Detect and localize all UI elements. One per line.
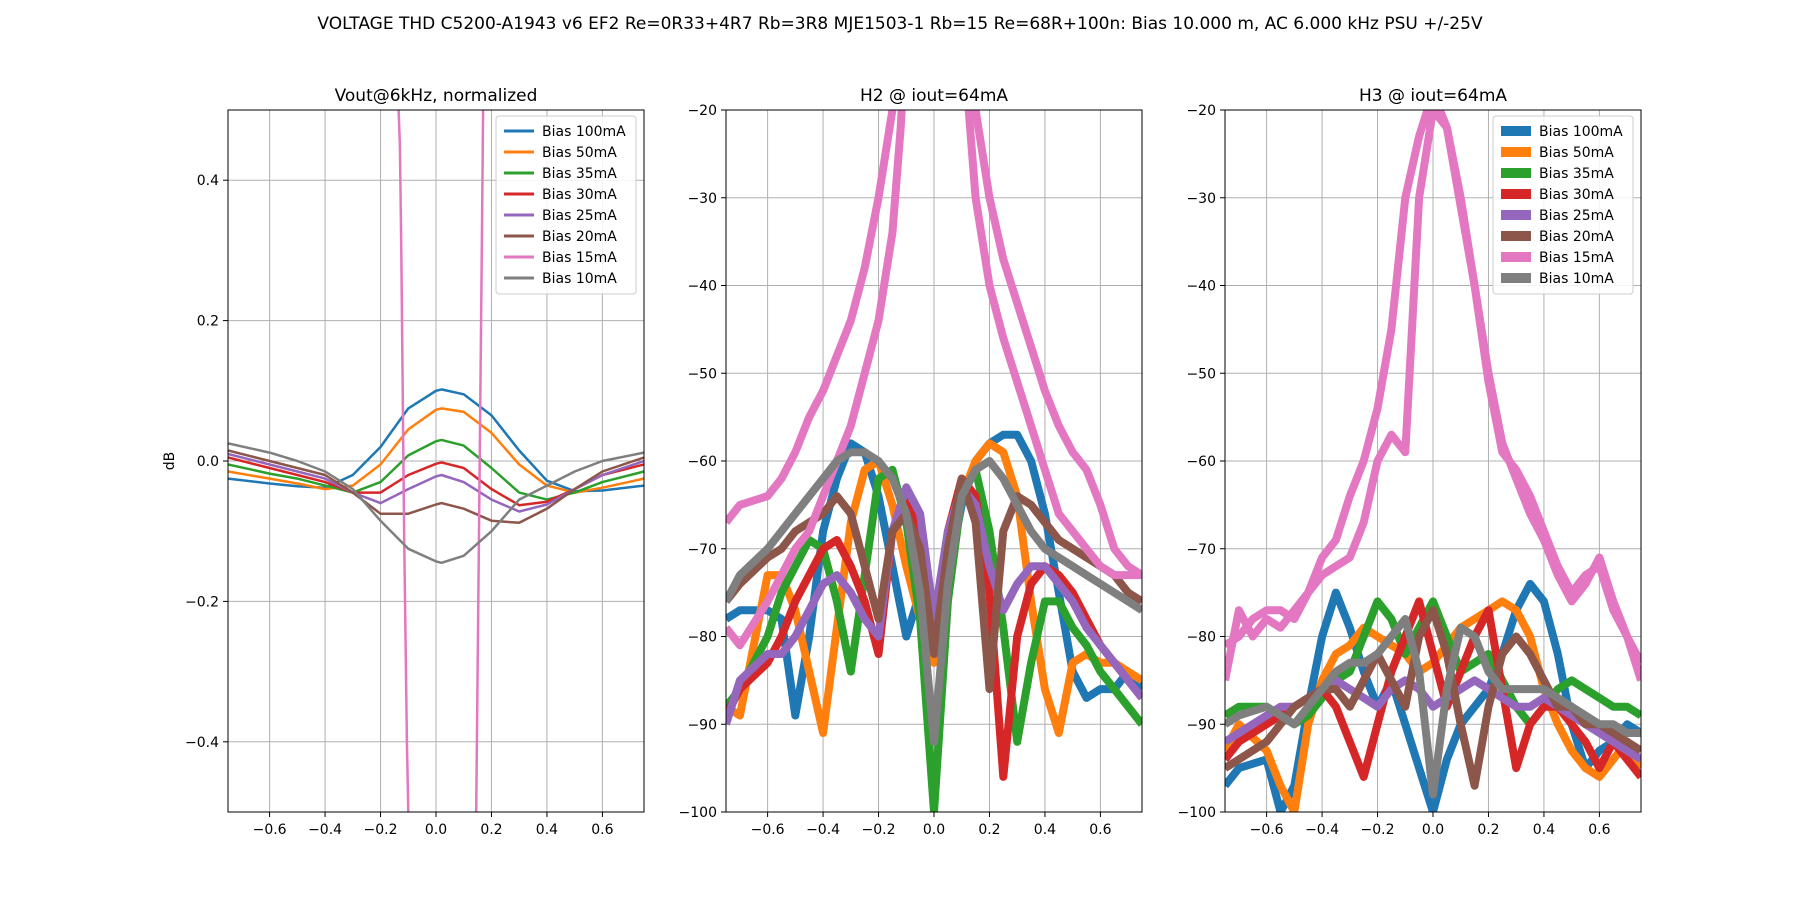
h3-title: H3 @ iout=64mA [1359,86,1507,106]
h3-series-bias-10ma [1225,615,1641,799]
h2-series-bias-10ma [726,448,1142,746]
h3-x-tick-label: 0.2 [1477,822,1499,838]
h2-panel: −0.6 −0.4 −0.2 0.0 0.2 0.4 0.6 −100 −90 −80 −70 −60… [679,86,1143,838]
vout-series-group [228,110,644,812]
h3-legend: Bias 100mA Bias 50mA Bias 35mA Bias 30mA Bia… [1492,115,1634,295]
h2-series-bias-15ma [726,110,1142,579]
h3-y-tick-label: −20 [1186,103,1216,119]
vout-legend: Bias 100mA Bias 50mA Bias 35mA Bias 30mA Bia… [495,115,637,295]
h3-legend-label: Bias 100mA [1539,124,1623,140]
vout-series-bias-10ma [228,442,644,565]
vout-panel: −0.6 −0.4 −0.2 0.0 0.2 0.4 0.6 −0.4 −0.2 0.0 0.2 0.… [162,86,645,838]
h2-y-tick-label: −90 [687,717,717,733]
vout-y-axis-label: dB [162,452,178,471]
vout-legend-label: Bias 35mA [542,166,617,182]
h3-legend-label: Bias 30mA [1539,187,1614,203]
h2-x-tick-label: 0.0 [923,822,945,838]
h3-series-group [1225,110,1641,812]
vout-y-tick-label: 0.4 [197,173,219,189]
h3-y-tick-label: −80 [1186,630,1216,646]
h3-legend-label: Bias 25mA [1539,208,1614,224]
h2-x-tick-label: −0.6 [751,822,785,838]
h3-legend-label: Bias 10mA [1539,271,1614,287]
h3-x-tick-label: −0.2 [1361,822,1395,838]
h3-y-tick-label: −100 [1178,805,1216,821]
vout-x-tick-label: 0.6 [591,822,613,838]
h3-panel: −0.6 −0.4 −0.2 0.0 0.2 0.4 0.6 −100 −90 −80 −70 −60… [1178,86,1642,838]
h2-series-bias-20ma [726,474,1142,694]
h3-series-bias-15ma [1225,110,1641,682]
h2-x-tick-label: −0.2 [862,822,896,838]
h2-x-tick-label: 0.4 [1034,822,1056,838]
vout-legend-label: Bias 50mA [542,145,617,161]
vout-legend-label: Bias 20mA [542,229,617,245]
figure-title: VOLTAGE THD C5200-A1943 v6 EF2 Re=0R33+4… [317,14,1483,34]
h3-y-tick-label: −70 [1186,542,1216,558]
h3-legend-label: Bias 35mA [1539,166,1614,182]
vout-legend-box [495,115,637,295]
h3-y-tick-label: −60 [1186,454,1216,470]
vout-legend-label: Bias 30mA [542,187,617,203]
h3-y-tick-label: −90 [1186,717,1216,733]
h3-y-tick-label: −30 [1186,191,1216,207]
h2-x-tick-label: 0.6 [1089,822,1111,838]
h3-legend-label: Bias 20mA [1539,229,1614,245]
vout-y-tick-label: 0.0 [197,454,219,470]
h2-y-tick-label: −30 [687,191,717,207]
h2-y-tick-label: −40 [687,279,717,295]
h3-y-tick-label: −50 [1186,366,1216,382]
vout-y-tick-label: −0.4 [185,735,219,751]
vout-series-bias-25ma [228,452,644,513]
vout-x-tick-label: −0.6 [253,822,287,838]
vout-legend-label: Bias 10mA [542,271,617,287]
h2-y-tick-label: −70 [687,542,717,558]
h2-y-tick-label: −100 [679,805,717,821]
h2-series-group [726,110,1142,812]
vout-x-tick-label: −0.4 [308,822,342,838]
vout-legend-label: Bias 25mA [542,208,617,224]
h3-legend-box [1492,115,1634,295]
vout-series-bias-50ma [228,407,644,494]
h3-series-bias-15ma [1225,110,1641,665]
h3-x-tick-label: −0.4 [1305,822,1339,838]
h2-y-tick-label: −50 [687,366,717,382]
h2-x-tick-label: 0.2 [978,822,1000,838]
vout-x-tick-label: 0.4 [536,822,558,838]
h3-x-tick-label: 0.4 [1533,822,1555,838]
h3-x-tick-label: 0.0 [1422,822,1444,838]
h2-y-tick-label: −20 [687,103,717,119]
vout-legend-label: Bias 15mA [542,250,617,266]
h3-x-tick-label: −0.6 [1250,822,1284,838]
h2-title: H2 @ iout=64mA [860,86,1008,106]
vout-x-tick-label: 0.2 [480,822,502,838]
h2-series-bias-15ma [726,110,1142,650]
vout-y-tick-label: −0.2 [185,594,219,610]
vout-legend-label: Bias 100mA [542,124,626,140]
vout-title: Vout@6kHz, normalized [335,86,538,106]
vout-x-tick-label: 0.0 [425,822,447,838]
h2-y-tick-label: −80 [687,630,717,646]
h2-x-tick-label: −0.4 [806,822,840,838]
h2-y-tick-label: −60 [687,454,717,470]
vout-series-bias-15ma [397,110,485,812]
h3-legend-label: Bias 15mA [1539,250,1614,266]
vout-y-tick-label: 0.2 [197,314,219,330]
vout-x-tick-label: −0.2 [364,822,398,838]
h3-x-tick-label: 0.6 [1588,822,1610,838]
h3-y-tick-label: −40 [1186,279,1216,295]
h3-series-bias-50ma [1225,597,1641,812]
vout-series-bias-20ma [228,449,644,525]
h3-legend-label: Bias 50mA [1539,145,1614,161]
